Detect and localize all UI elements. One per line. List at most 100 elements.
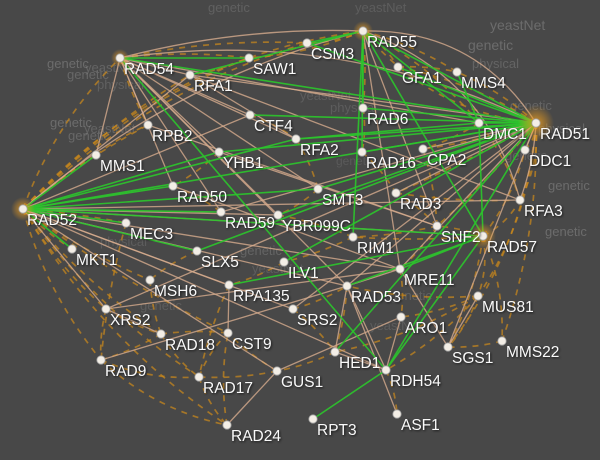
- node-HED1[interactable]: [330, 347, 340, 357]
- node-ASF1[interactable]: [392, 409, 402, 419]
- edge-physical-interaction-RAD53-RAD9: [100, 285, 348, 361]
- node-RAD55[interactable]: [358, 26, 368, 36]
- edge-physical-interaction-RAD53-HED1: [334, 285, 348, 353]
- node-RAD18[interactable]: [156, 329, 166, 339]
- node-RAD53[interactable]: [342, 281, 352, 291]
- edge-genetic-interaction-SNF2-RIM1: [352, 225, 438, 238]
- node-DDC1[interactable]: [520, 145, 530, 155]
- node-ARO1[interactable]: [396, 312, 406, 322]
- edge-physical-interaction-XRS2-RAD18: [105, 308, 162, 335]
- node-label-RAD6: RAD6: [367, 111, 408, 128]
- node-ILV1[interactable]: [279, 257, 289, 267]
- node-CTF4[interactable]: [245, 110, 255, 120]
- watermark-text-genetic: genetic: [140, 298, 182, 313]
- node-SRS2[interactable]: [288, 304, 298, 314]
- edge-physical-interaction-RAD52-RFA3: [22, 199, 521, 210]
- edge-genetic-interaction-MMS22-SGS1: [447, 340, 503, 348]
- watermark-text-genetic: genetic: [240, 243, 282, 258]
- node-CSM3[interactable]: [302, 38, 312, 48]
- node-XRS2[interactable]: [101, 304, 111, 314]
- node-RAD50[interactable]: [168, 181, 178, 191]
- node-label-YBR099C: YBR099C: [282, 218, 351, 235]
- edge-co-expression-RAD57-RAD53: [346, 235, 484, 287]
- edge-physical-interaction-SNF2-YHB1: [218, 151, 438, 227]
- edge-co-expression-RAD55-RAD16: [361, 30, 364, 153]
- edge-physical-interaction-CST9-RPA135: [227, 284, 230, 334]
- edge-genetic-interaction-MEC3-RAD9: [100, 222, 127, 361]
- edge-genetic-interaction-SNF2-CPA2: [422, 148, 438, 227]
- edge-genetic-interaction-RAD51-RFA3: [519, 122, 538, 201]
- node-RAD3[interactable]: [391, 188, 401, 198]
- edge-physical-interaction-MRE11-RAD50: [172, 185, 401, 270]
- node-label-CSM3: CSM3: [311, 46, 354, 63]
- node-SNF2[interactable]: [432, 221, 442, 231]
- edge-co-expression-RAD52-MEC3: [22, 208, 127, 224]
- edge-physical-interaction-RAD54-RAD59: [119, 57, 222, 213]
- node-RPB2[interactable]: [143, 120, 153, 130]
- node-SLX5[interactable]: [192, 246, 202, 256]
- node-MEC3[interactable]: [121, 218, 131, 228]
- node-SAW1[interactable]: [244, 53, 254, 63]
- edge-co-expression-RAD52-MMS1: [22, 154, 97, 210]
- edge-genetic-interaction-RAD51-SGS1: [447, 122, 537, 348]
- node-SMT3[interactable]: [313, 184, 323, 194]
- edge-physical-interaction-RAD54-RAD51: [119, 49, 537, 124]
- node-label-RDH54: RDH54: [390, 373, 441, 390]
- edge-physical-interaction-ARO1-GUS1: [276, 316, 402, 372]
- node-label-SRS2: SRS2: [297, 312, 338, 329]
- node-RAD17[interactable]: [194, 372, 204, 382]
- node-MRE11[interactable]: [395, 264, 405, 274]
- node-RAD16[interactable]: [357, 147, 367, 157]
- node-RAD57[interactable]: [478, 231, 488, 241]
- edge-genetic-interaction-MUS81-ARO1: [400, 295, 479, 318]
- node-RFA2[interactable]: [291, 134, 301, 144]
- edge-genetic-interaction-ILV1-RPA135: [228, 261, 285, 286]
- watermark-text-yeastNet: yeastNet: [370, 318, 422, 333]
- edge-genetic-interaction-RAD57-MMS22: [482, 235, 504, 342]
- node-RAD59[interactable]: [216, 207, 226, 217]
- edge-genetic-interaction-RAD9-RAD17: [100, 359, 200, 379]
- node-RAD24[interactable]: [222, 420, 232, 430]
- node-GFA1[interactable]: [393, 62, 403, 72]
- node-label-CPA2: CPA2: [427, 152, 466, 169]
- node-CPA2[interactable]: [418, 144, 428, 154]
- edge-genetic-interaction-RAD18-RAD17: [160, 333, 200, 378]
- node-label-RAD53: RAD53: [351, 289, 401, 306]
- node-MUS81[interactable]: [473, 291, 483, 301]
- node-MKT1[interactable]: [67, 244, 77, 254]
- node-RAD54[interactable]: [115, 53, 125, 63]
- edge-co-expression-RAD51-RAD54: [119, 57, 537, 124]
- node-RPT3[interactable]: [308, 414, 318, 424]
- edge-co-expression-RAD51-SMT3: [317, 122, 537, 190]
- node-MSH6[interactable]: [145, 275, 155, 285]
- node-RIM1[interactable]: [348, 232, 358, 242]
- node-MMS4[interactable]: [452, 67, 462, 77]
- node-MMS22[interactable]: [497, 336, 507, 346]
- node-label-RAD54: RAD54: [124, 61, 174, 78]
- node-RDH54[interactable]: [381, 365, 391, 375]
- node-RAD9[interactable]: [96, 355, 106, 365]
- node-MMS1[interactable]: [91, 150, 101, 160]
- node-RPA135[interactable]: [224, 280, 234, 290]
- node-SGS1[interactable]: [443, 342, 453, 352]
- node-RAD6[interactable]: [358, 103, 368, 113]
- node-label-RFA1: RFA1: [194, 78, 233, 95]
- watermark-text-physical: physical: [472, 56, 519, 71]
- edge-genetic-interaction-GFA1-MMS4: [397, 65, 458, 73]
- edge-physical-interaction-HED1-RDH54: [334, 351, 387, 371]
- node-DMC1[interactable]: [474, 118, 484, 128]
- node-layer: [18, 26, 541, 430]
- node-RFA1[interactable]: [185, 70, 195, 80]
- node-RAD51[interactable]: [531, 118, 541, 128]
- edge-genetic-interaction-MMS1-RPB2: [95, 124, 149, 156]
- node-CST9[interactable]: [223, 328, 233, 338]
- watermark-text-genetic: genetic: [208, 0, 250, 15]
- watermark-text-genetic: genetic: [548, 178, 590, 193]
- node-RFA3[interactable]: [515, 195, 525, 205]
- node-GUS1[interactable]: [272, 366, 282, 376]
- node-YHB1[interactable]: [214, 147, 224, 157]
- node-YBR099C[interactable]: [273, 210, 283, 220]
- node-RAD52[interactable]: [18, 204, 28, 214]
